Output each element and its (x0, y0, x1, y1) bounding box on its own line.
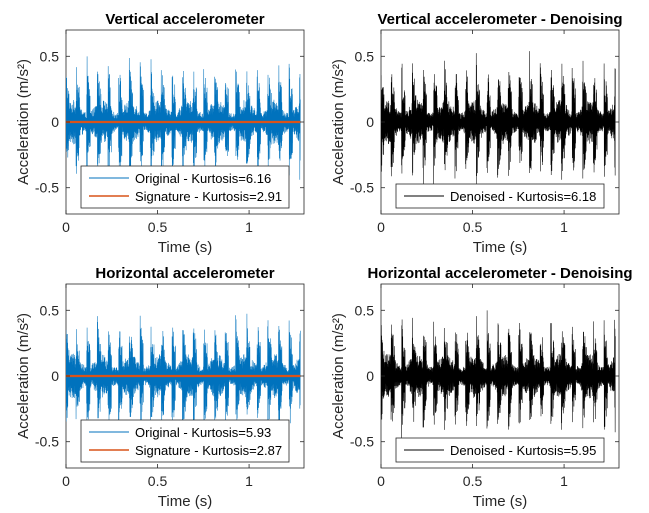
x-tick-label: 0.5 (148, 473, 168, 489)
y-tick-label: -0.5 (350, 180, 374, 196)
x-tick-label: 1 (245, 219, 253, 235)
y-tick-label: -0.5 (35, 180, 59, 196)
x-tick-label: 0.5 (463, 219, 483, 235)
legend-label: Signature - Kurtosis=2.91 (135, 189, 282, 204)
y-axis-label: Acceleration (m/s²) (15, 313, 32, 439)
x-tick-label: 0 (377, 473, 385, 489)
x-tick-label: 0 (62, 473, 70, 489)
y-tick-label: 0.5 (355, 48, 375, 64)
y-tick-label: -0.5 (350, 434, 374, 450)
y-axis-label: Acceleration (m/s²) (330, 59, 347, 185)
x-axis-label: Time (s) (473, 493, 527, 510)
chart-panel-1: 0 0.5 1 -0.5 0 0.5 Vertical accelerometer Time … (15, 11, 305, 256)
series-line-1 (381, 51, 616, 186)
chart-title: Vertical accelerometer (105, 11, 264, 28)
chart-title: Horizontal accelerometer - Denoising (367, 265, 632, 282)
y-axis-label: Acceleration (m/s²) (15, 59, 32, 185)
legend-label: Denoised - Kurtosis=6.18 (450, 189, 596, 204)
y-tick-label: -0.5 (35, 434, 59, 450)
x-tick-label: 0.5 (463, 473, 483, 489)
chart-panel-4: 0 0.5 1 -0.5 0 0.5 Horizontal accelerometer - … (330, 265, 633, 510)
chart-title: Vertical accelerometer - Denoising (377, 11, 622, 28)
chart-panel-3: 0 0.5 1 -0.5 0 0.5 Horizontal accelerometer Tim… (15, 265, 305, 510)
series-line-1 (66, 313, 301, 437)
y-tick-label: 0.5 (355, 302, 375, 318)
x-tick-label: 1 (245, 473, 253, 489)
x-tick-label: 1 (560, 473, 568, 489)
legend (80, 165, 290, 209)
y-tick-label: 0 (51, 114, 59, 130)
x-tick-label: 0 (377, 219, 385, 235)
y-axis-label: Acceleration (m/s²) (330, 313, 347, 439)
series-line-1 (66, 56, 301, 189)
legend-label: Signature - Kurtosis=2.87 (135, 443, 282, 458)
y-tick-label: 0 (366, 368, 374, 384)
y-tick-label: 0.5 (40, 48, 60, 64)
x-tick-label: 1 (560, 219, 568, 235)
y-tick-label: 0 (366, 114, 374, 130)
x-axis-label: Time (s) (158, 239, 212, 256)
x-axis-label: Time (s) (158, 493, 212, 510)
chart-panel-2: 0 0.5 1 -0.5 0 0.5 Vertical accelerometer - De… (330, 11, 623, 256)
x-tick-label: 0 (62, 219, 70, 235)
y-tick-label: 0 (51, 368, 59, 384)
y-tick-label: 0.5 (40, 302, 60, 318)
legend (80, 419, 290, 463)
legend-label: Original - Kurtosis=5.93 (135, 425, 271, 440)
chart-title: Horizontal accelerometer (95, 265, 274, 282)
series-line-1 (381, 310, 616, 442)
legend-label: Original - Kurtosis=6.16 (135, 171, 271, 186)
x-axis-label: Time (s) (473, 239, 527, 256)
legend-label: Denoised - Kurtosis=5.95 (450, 443, 596, 458)
x-tick-label: 0.5 (148, 219, 168, 235)
